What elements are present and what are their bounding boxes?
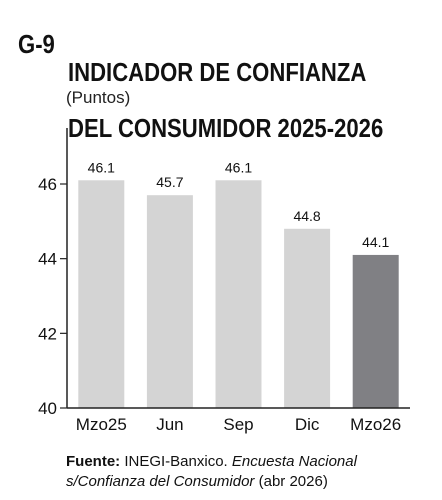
chart-title-line-1: INDICADOR DE CONFIANZA xyxy=(68,57,367,87)
data-label-Jun: 45.7 xyxy=(156,174,183,190)
source-note: Fuente: INEGI-Banxico. Encuesta Nacional… xyxy=(66,452,436,492)
x-tick-label-Sep: Sep xyxy=(223,415,253,434)
y-tick-label-46: 46 xyxy=(38,175,57,194)
source-publication: Encuesta Nacional s/Confianza del Consum… xyxy=(66,453,357,490)
source-label: Fuente: xyxy=(66,453,121,470)
y-tick-label-42: 42 xyxy=(38,324,57,343)
x-tick-label-Mzo26: Mzo26 xyxy=(350,415,401,434)
y-tick-label-40: 40 xyxy=(38,399,57,418)
bar-Dic xyxy=(284,228,331,408)
chart-title: INDICADOR DE CONFIANZA DEL CONSUMIDOR 20… xyxy=(68,30,425,170)
bar-Mzo25 xyxy=(78,180,125,408)
source-org: INEGI-Banxico. xyxy=(120,453,232,470)
data-label-Mzo25: 46.1 xyxy=(88,159,115,175)
bar-Mzo26 xyxy=(352,254,399,408)
x-tick-label-Dic: Dic xyxy=(295,415,320,434)
data-label-Sep: 46.1 xyxy=(225,159,252,175)
data-label-Dic: 44.8 xyxy=(293,208,320,224)
chart-code: G-9 xyxy=(18,29,55,59)
x-tick-label-Jun: Jun xyxy=(156,415,183,434)
source-date: (abr 2026) xyxy=(254,473,328,490)
chart-unit-label: (Puntos) xyxy=(66,88,131,107)
data-label-Mzo26: 44.1 xyxy=(362,234,389,250)
bar-Sep xyxy=(215,180,262,408)
bar-Jun xyxy=(146,195,193,408)
y-tick-label-44: 44 xyxy=(38,250,57,269)
chart-title-line-2: DEL CONSUMIDOR 2025-2026 xyxy=(68,113,384,143)
x-tick-label-Mzo25: Mzo25 xyxy=(76,415,127,434)
